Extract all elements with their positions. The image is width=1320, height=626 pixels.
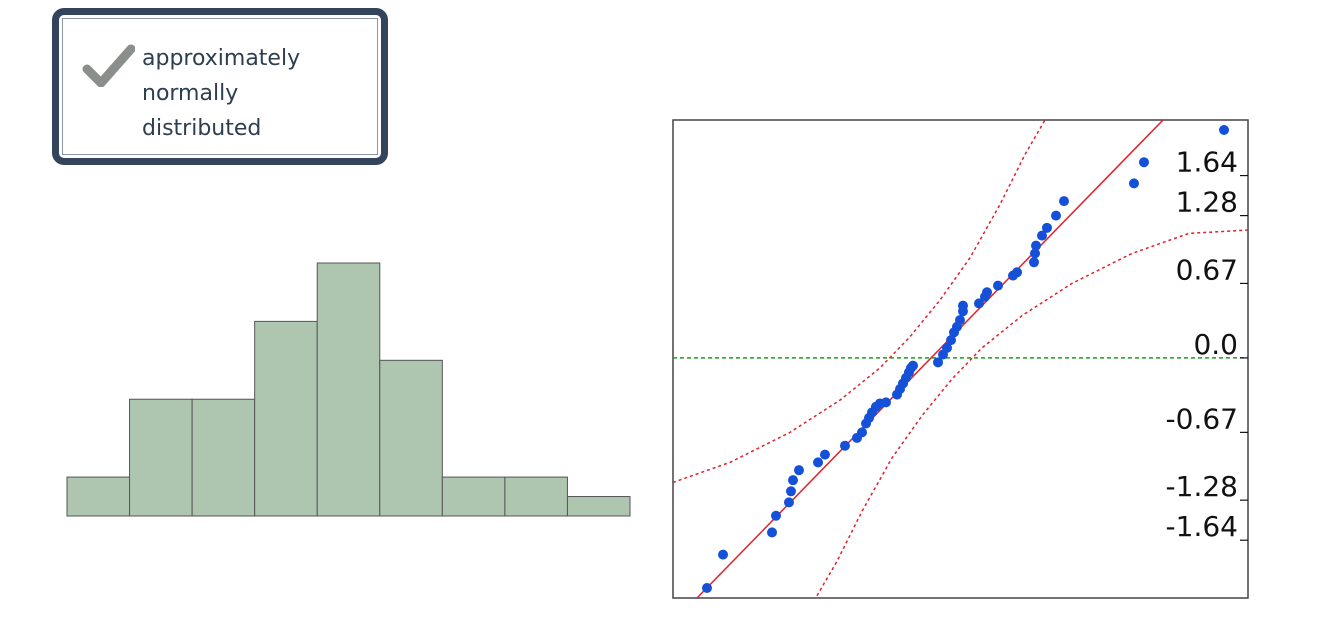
data-point [701, 582, 712, 593]
data-point [1030, 248, 1041, 259]
y-tick-label: 1.28 [1176, 186, 1238, 219]
callout-inner [62, 18, 378, 155]
y-tick-label: -0.67 [1166, 402, 1238, 435]
data-point [933, 357, 944, 368]
plot-frame [672, 119, 1249, 599]
data-point [770, 510, 781, 521]
data-point [1128, 178, 1139, 189]
data-point [908, 360, 919, 371]
data-point [880, 397, 891, 408]
data-point [946, 335, 957, 346]
confidence-band [816, 229, 1249, 597]
histogram-bar [379, 359, 443, 517]
histogram-bar [129, 398, 193, 517]
data-point [793, 465, 804, 476]
data-point [1041, 222, 1052, 233]
data-point [1012, 267, 1023, 278]
histogram-bar [566, 496, 631, 517]
data-point [819, 449, 830, 460]
data-point [957, 300, 968, 311]
callout-text: approximately normally distributed [142, 46, 301, 141]
data-point [785, 486, 796, 497]
callout-box: approximately normally distributed [52, 8, 388, 165]
data-point [857, 427, 868, 438]
data-point [954, 315, 965, 326]
data-point [1036, 230, 1047, 241]
data-point [783, 497, 794, 508]
fit-line [696, 119, 1164, 599]
data-point [788, 475, 799, 486]
data-point [767, 527, 778, 538]
confidence-band [672, 119, 1046, 484]
histogram-bar [254, 320, 318, 517]
data-point [941, 342, 952, 353]
y-tick-label: 1.64 [1176, 146, 1238, 179]
data-point [974, 298, 985, 309]
y-tick-label: 0.0 [1193, 328, 1238, 361]
data-point [1059, 196, 1069, 207]
y-tick-label: 0.67 [1176, 253, 1238, 286]
data-point [1219, 125, 1230, 136]
data-point [1138, 157, 1149, 168]
check-icon [82, 44, 135, 87]
y-tick-label: -1.28 [1166, 470, 1238, 503]
data-point [718, 549, 729, 560]
histogram-bar [316, 262, 381, 517]
histogram-bar [191, 398, 256, 517]
histogram-bar [504, 476, 568, 517]
data-point [1051, 210, 1062, 221]
data-point [992, 280, 1003, 291]
data-point [1028, 257, 1039, 268]
data-point [1030, 240, 1041, 251]
data-point [982, 287, 993, 298]
data-point [839, 440, 850, 451]
data-point [813, 457, 824, 468]
histogram-bar [66, 476, 131, 517]
y-tick-label: -1.64 [1166, 510, 1238, 543]
histogram-bar [441, 476, 506, 517]
